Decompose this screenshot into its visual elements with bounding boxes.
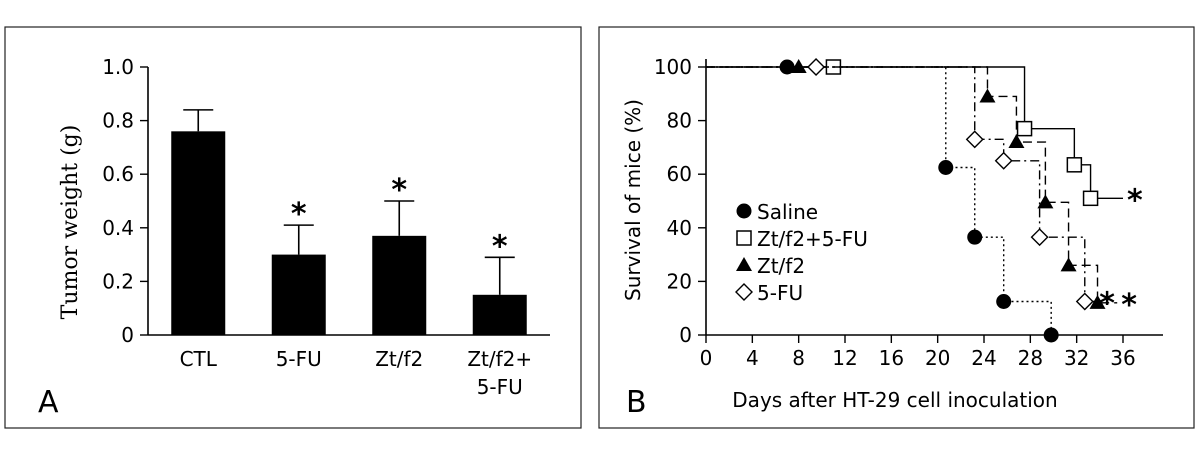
panel-a-significance-star: * [492,229,508,264]
series-marker-zt-f2 [1089,294,1106,309]
panel-a-x-tick-label: 5-FU [276,347,322,371]
panel-a-bar [472,294,527,335]
panel-a-y-tick-label: 0.8 [102,109,134,133]
panel-b-legend: Saline Zt/f2+5-FU Zt/f2 5-FU [735,200,868,305]
legend-label: Zt/f2 [757,254,805,278]
panel-b-y-tick-label: 100 [654,55,692,79]
series-marker-zt-f2-5-fu [1082,190,1099,207]
series-marker-saline [938,160,954,175]
panel-a-bar [372,235,427,335]
panel-b-x-tick-label: 24 [971,346,996,370]
panel-a: 0 0.2 0.4 0.6 0.8 1.0 CTL * 5-FU * Zt/f2 * Zt/f2+ 5-F… [4,26,582,429]
panel-a-y-tick-label: 0.2 [102,269,134,293]
panel-b-x-tick-label: 12 [832,346,857,370]
panel-b-y-axis-title: Survival of mice (%) [621,99,645,301]
panel-b-y-tick-label: 20 [667,269,692,293]
panel-a-frame [4,26,582,429]
panel-b-x-tick-label: 8 [792,346,805,370]
legend-marker [736,230,752,246]
legend-marker [736,257,752,271]
series-significance-star-5-fu: * [1099,287,1115,322]
series-marker-5-fu [1030,228,1049,247]
panel-a-bar [171,131,226,335]
series-marker-saline [967,229,983,245]
panel-b-x-tick-label: 36 [1110,346,1135,370]
panel-b-x-tick-label: 0 [700,346,713,370]
series-marker-saline [996,294,1012,309]
panel-a-y-tick-label: 0.4 [102,216,134,240]
panel-a-y-tick-label: 1.0 [102,55,134,79]
legend-label: Saline [757,200,818,224]
legend-label: Zt/f2+5-FU [757,227,868,251]
legend-marker [736,203,752,219]
panel-a-letter: A [38,385,59,420]
series-start-marker-zt-f2 [790,59,807,73]
panel-b-frame [598,26,1195,429]
panel-a-y-tick-label: 0 [121,323,134,347]
series-marker-5-fu [965,130,984,149]
series-marker-zt-f2 [979,88,996,103]
series-marker-zt-f2-5-fu [1016,120,1033,137]
panel-b-y-tick-label: 0 [679,323,692,347]
panel-a-y-axis-title: Tumor weight (g) [58,125,83,320]
panel-b-x-tick-label: 16 [879,346,904,370]
series-marker-5-fu [994,151,1013,170]
panel-a-x-tick-label: 5-FU [477,375,523,399]
panel-b-letter: B [626,385,647,420]
panel-b-y-tick-label: 80 [667,109,692,133]
panel-b-x-tick-label: 20 [925,346,950,370]
panel-b-x-tick-label: 4 [746,346,759,370]
panel-a-y-tick-label: 0.6 [102,162,134,186]
series-marker-zt-f2 [1037,194,1054,209]
series-line-zt-f2 [706,66,1118,304]
panel-a-x-tick-label: Zt/f2+ [467,347,532,371]
panel-a-x-tick-label: Zt/f2 [375,347,423,371]
panel-a-bar [271,254,326,335]
panel-a-significance-star: * [291,197,307,232]
panel-b-x-axis-title: Days after HT-29 cell inoculation [732,388,1057,412]
series-marker-5-fu [1075,292,1094,311]
panel-b-x-tick-label: 32 [1064,346,1089,370]
series-marker-zt-f2 [1008,134,1025,149]
series-significance-star-zt-f2-5-fu: * [1127,183,1143,218]
legend-marker [735,283,753,301]
panel-b-y-tick-label: 60 [667,162,692,186]
series-line-5-fu [706,66,1096,303]
panel-b-x-tick-label: 28 [1018,346,1043,370]
series-marker-zt-f2 [1060,257,1077,272]
panel-a-x-tick-label: CTL [180,347,218,371]
series-marker-zt-f2-5-fu [1066,157,1083,173]
series-start-marker-5-fu [807,58,826,76]
series-marker-saline [1043,327,1059,343]
panel-a-plot-area: 0 0.2 0.4 0.6 0.8 1.0 CTL * 5-FU * Zt/f2 * Zt/f2+ 5-F… [102,55,550,399]
panel-b-y-tick-label: 40 [667,216,692,240]
series-significance-star-zt-f2: * [1121,288,1137,323]
series-line-zt-f2-5-fu [706,66,1123,200]
legend-label: 5-FU [757,281,803,305]
panel-a-significance-star: * [391,173,407,208]
